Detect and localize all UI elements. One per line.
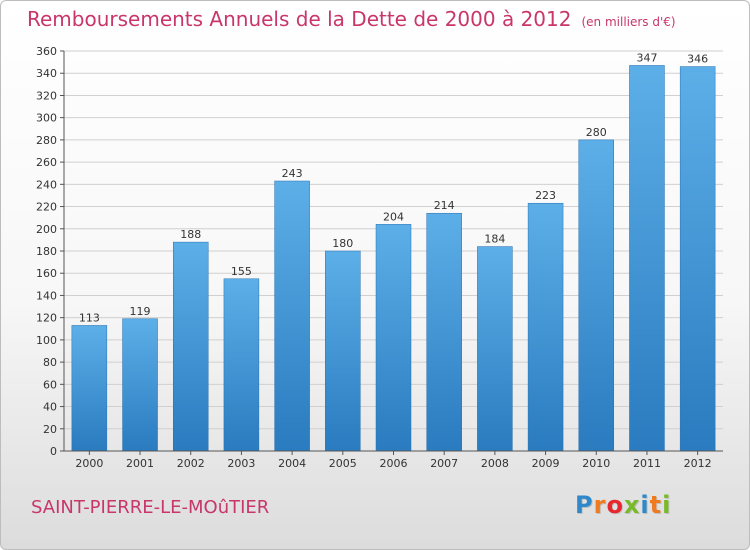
data-label-2009: 223: [535, 189, 556, 202]
y-tick-label: 100: [36, 334, 57, 347]
data-label-2005: 180: [332, 237, 353, 250]
y-tick-label: 360: [36, 45, 57, 58]
y-tick-label: 140: [36, 289, 57, 302]
data-label-2004: 243: [282, 167, 303, 180]
chart-title: Remboursements Annuels de la Dette de 20…: [27, 7, 676, 31]
data-label-2000: 113: [79, 311, 100, 324]
logo-letter: r: [593, 491, 607, 519]
bar-2011: [629, 65, 665, 452]
data-label-2002: 188: [180, 228, 201, 241]
x-tick-label-2001: 2001: [126, 457, 154, 470]
x-tick-label-2000: 2000: [75, 457, 103, 470]
data-label-2011: 347: [636, 51, 657, 64]
y-tick-label: 200: [36, 223, 57, 236]
data-label-2008: 184: [484, 233, 505, 246]
y-tick-label: 280: [36, 134, 57, 147]
y-tick-label: 60: [43, 378, 57, 391]
x-tick-label-2011: 2011: [633, 457, 661, 470]
x-axis: 2000 2001 2002 2003 2004 2005 2006 2007 2008 2009…: [64, 450, 723, 470]
bar-2012: [679, 66, 716, 452]
bar-2004: [274, 180, 310, 452]
data-label-2001: 119: [130, 305, 151, 318]
x-tick-label-2012: 2012: [684, 457, 712, 470]
bar-2008: [477, 246, 513, 452]
x-tick-label-2007: 2007: [430, 457, 458, 470]
y-tick-label: 260: [36, 156, 57, 169]
x-tick-label-2008: 2008: [481, 457, 509, 470]
y-axis: 0 20 40 60 80 100 120 140 160 180 200 220 240 260 280 3…: [36, 45, 65, 458]
bar-2006: [375, 224, 412, 452]
chart-subtitle: (en milliers d'€): [581, 15, 676, 29]
bar-2009: [527, 202, 564, 452]
y-tick-label: 160: [36, 267, 57, 280]
logo-letter: i: [640, 491, 650, 519]
bar-2000: [71, 325, 108, 452]
y-tick-label: 120: [36, 312, 57, 325]
bar-2010: [578, 139, 615, 452]
y-tick-label: 240: [36, 178, 57, 191]
logo-letter: i: [662, 491, 672, 519]
logo-letter: x: [623, 491, 641, 519]
x-tick-label-2005: 2005: [329, 457, 357, 470]
y-tick-label: 220: [36, 201, 57, 214]
x-tick-label-2003: 2003: [227, 457, 255, 470]
bars: 113 119 188 155 243 180 204 214 184 223 280 347 346: [71, 51, 716, 452]
bar-2005: [325, 250, 361, 452]
y-tick-label: 300: [36, 112, 57, 125]
logo-letter: t: [649, 491, 663, 519]
chart-title-text: Remboursements Annuels de la Dette de 20…: [27, 7, 572, 31]
y-tick-label: 340: [36, 67, 57, 80]
x-tick-label-2002: 2002: [177, 457, 205, 470]
logo-letter: o: [606, 491, 624, 519]
data-label-2012: 346: [687, 53, 708, 66]
data-label-2003: 155: [231, 265, 252, 278]
x-tick-label-2004: 2004: [278, 457, 306, 470]
bar-2001: [122, 318, 158, 452]
bar-2002: [172, 241, 209, 452]
x-tick-label-2010: 2010: [582, 457, 610, 470]
y-tick-label: 180: [36, 245, 57, 258]
town-name: SAINT-PIERRE-LE-MOûTIER: [31, 497, 270, 518]
y-tick-label: 80: [43, 356, 57, 369]
logo-letter: P: [575, 491, 594, 519]
proxiti-logo: Proxiti: [575, 491, 671, 519]
y-tick-label: 40: [43, 401, 57, 414]
bar-2003: [223, 278, 260, 452]
x-tick-label-2006: 2006: [380, 457, 408, 470]
data-label-2010: 280: [586, 126, 607, 139]
data-label-2006: 204: [383, 210, 404, 223]
data-label-2007: 214: [434, 199, 455, 212]
y-tick-label: 320: [36, 89, 57, 102]
x-tick-label-2009: 2009: [532, 457, 560, 470]
y-tick-label: 0: [50, 445, 57, 458]
y-tick-label: 20: [43, 423, 57, 436]
bar-2007: [426, 212, 462, 452]
